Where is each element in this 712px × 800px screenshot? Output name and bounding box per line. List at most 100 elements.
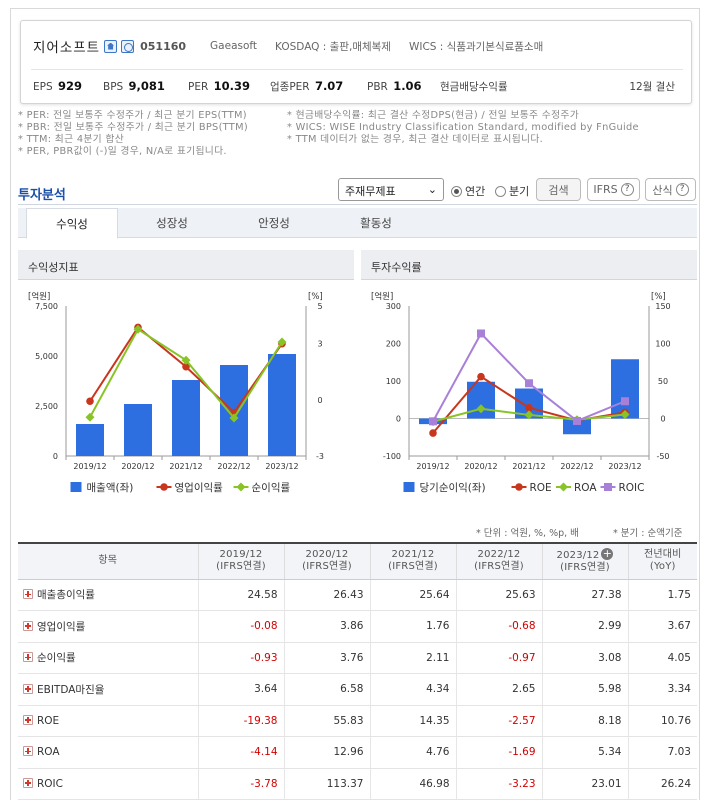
value-cell: 1.75 — [627, 579, 697, 611]
y2-tick-label: 0 — [660, 415, 665, 424]
row-label: 순이익률 — [37, 652, 76, 665]
note-line: * PER, PBR값이 (-)일 경우, N/A로 표기됩니다. — [18, 146, 227, 157]
row-label-cell[interactable]: ROE — [18, 705, 198, 737]
legend-marker — [515, 483, 523, 491]
data-point — [621, 397, 629, 406]
value-cell: 3.64 — [197, 673, 284, 706]
row-label-cell[interactable]: ROA — [18, 736, 198, 769]
metric-pbr: PBR 1.06 — [367, 79, 422, 93]
value-cell: 10.76 — [627, 705, 697, 737]
radio-quarter-label: 분기 — [509, 185, 530, 198]
expand-row-icon[interactable] — [23, 746, 33, 757]
globe-icon[interactable] — [121, 39, 135, 53]
bar — [563, 418, 591, 435]
y2-tick-label: 3 — [317, 340, 322, 349]
return-chart-panel: 투자수익률 [억원] [%] -100 0 100 200 300 -50 0 50 100 150 2… — [361, 250, 697, 510]
row-label-cell[interactable]: 순이익률 — [18, 642, 198, 674]
header-sublabel: (IFRS연결) — [474, 561, 524, 573]
search-button[interactable]: 검색 — [536, 178, 581, 201]
value-cell: 4.05 — [627, 642, 697, 674]
table-header-cell: 전년대비 (YoY) — [627, 542, 697, 580]
value-cell: 2.11 — [369, 642, 456, 674]
x-tick-label: 2021/12 — [169, 462, 202, 471]
note-line: * 현금배당수익률: 최근 결산 수정DPS(현금) / 전일 보통주 수정주가 — [287, 110, 580, 121]
value-cell: 26.43 — [283, 579, 370, 611]
legend-item: ROIC — [600, 482, 645, 494]
row-label-cell[interactable]: 매출총이익률 — [18, 579, 198, 611]
value-cell: 5.34 — [541, 736, 628, 769]
expand-row-icon[interactable] — [23, 777, 33, 788]
value-cell: 4.34 — [369, 673, 456, 706]
legend-item: 순이익률 — [233, 482, 290, 494]
value-cell: 3.08 — [541, 642, 628, 674]
y-axis-unit-label: [억원] — [371, 291, 393, 302]
note-line: * PBR: 전일 보통주 수정주가 / 최근 분기 BPS(TTM) — [18, 122, 248, 133]
section-divider — [18, 204, 697, 205]
table-row: 영업이익률 -0.08 3.86 1.76 -0.68 2.99 3.67 — [18, 610, 697, 643]
table-header-cell: 2020/12 (IFRS연결) — [283, 542, 370, 580]
radio-annual-dot[interactable] — [451, 185, 462, 197]
expand-row-icon[interactable] — [23, 589, 33, 600]
legend-swatch — [403, 482, 415, 492]
header-sublabel: (IFRS연결) — [388, 561, 438, 573]
value-cell: 27.38 — [541, 579, 628, 611]
table-row: ROE -19.38 55.83 14.35 -2.57 8.18 10.76 — [18, 705, 697, 737]
row-label: 매출총이익률 — [37, 589, 95, 602]
value-cell: 3.86 — [283, 610, 370, 643]
statement-select[interactable]: 주재무제표 ⌄ — [338, 178, 444, 201]
home-icon[interactable] — [104, 39, 118, 53]
notes-left: * PER: 전일 보통주 수정주가 / 최근 분기 EPS(TTM) * PB… — [18, 110, 248, 158]
legend-item: ROA — [556, 482, 597, 494]
value-cell: 55.83 — [283, 705, 370, 737]
legend-item: 매출액(좌) — [70, 482, 133, 494]
expand-row-icon[interactable] — [23, 714, 33, 725]
data-point — [85, 412, 95, 422]
radio-annual[interactable]: 연간 — [451, 183, 485, 199]
bar — [172, 380, 200, 456]
value-cell: 2.99 — [541, 610, 628, 643]
ifrs-help-button[interactable]: IFRS ? — [587, 178, 640, 201]
formula-help-button[interactable]: 산식 ? — [645, 178, 696, 201]
radio-quarter-dot[interactable] — [495, 185, 506, 197]
y2-tick-label: 0 — [317, 396, 322, 405]
metric-dividend-yield: 현금배당수익률 — [440, 81, 508, 93]
expand-row-icon[interactable] — [23, 652, 33, 663]
value-cell: 3.76 — [283, 642, 370, 674]
notes-right: * 현금배당수익률: 최근 결산 수정DPS(현금) / 전일 보통주 수정주가… — [287, 110, 639, 146]
table-header-cell: 2023/12 + (IFRS연결) — [541, 542, 628, 580]
tab-growth[interactable]: 성장성 — [156, 216, 188, 230]
expand-columns-icon[interactable]: + — [601, 547, 614, 561]
expand-row-icon[interactable] — [23, 620, 33, 631]
row-label-cell[interactable]: 영업이익률 — [18, 610, 198, 643]
value-cell: 6.58 — [283, 673, 370, 706]
chevron-down-icon: ⌄ — [427, 183, 437, 196]
y2-axis-unit-label: [%] — [651, 292, 666, 302]
data-point — [476, 404, 486, 414]
legend-marker — [160, 483, 168, 491]
tab-profitability[interactable]: 수익성 — [26, 208, 118, 239]
value-cell: -0.93 — [197, 642, 284, 674]
tab-activity[interactable]: 활동성 — [360, 216, 392, 230]
y2-tick-label: 50 — [658, 377, 668, 386]
x-tick-label: 2019/12 — [73, 462, 106, 471]
data-point — [182, 362, 190, 371]
legend-item: 당기순이익(좌) — [403, 482, 486, 494]
legend-label: ROIC — [619, 482, 645, 494]
panel-title: 투자수익률 — [361, 250, 697, 280]
table-row: 매출총이익률 24.58 26.43 25.64 25.63 27.38 1.75 — [18, 579, 697, 611]
x-tick-label: 2020/12 — [464, 462, 497, 471]
stock-code: 051160 — [140, 39, 187, 53]
row-label-cell[interactable]: EBITDA마진율 — [18, 673, 198, 706]
row-label-cell[interactable]: ROIC — [18, 768, 198, 800]
statement-select-value: 주재무제표 — [345, 185, 396, 198]
y-tick-label: 100 — [386, 377, 401, 386]
ifrs-label: IFRS — [593, 183, 618, 196]
expand-row-icon[interactable] — [23, 683, 33, 694]
legend-label: ROE — [530, 482, 552, 494]
y-tick-label: 2,500 — [35, 402, 58, 411]
table-header-cell: 2021/12 (IFRS연결) — [369, 542, 456, 580]
help-icon: ? — [620, 183, 634, 196]
radio-quarter[interactable]: 분기 — [495, 183, 529, 199]
tab-stability[interactable]: 안정성 — [258, 216, 290, 230]
value-cell: -19.38 — [197, 705, 284, 737]
